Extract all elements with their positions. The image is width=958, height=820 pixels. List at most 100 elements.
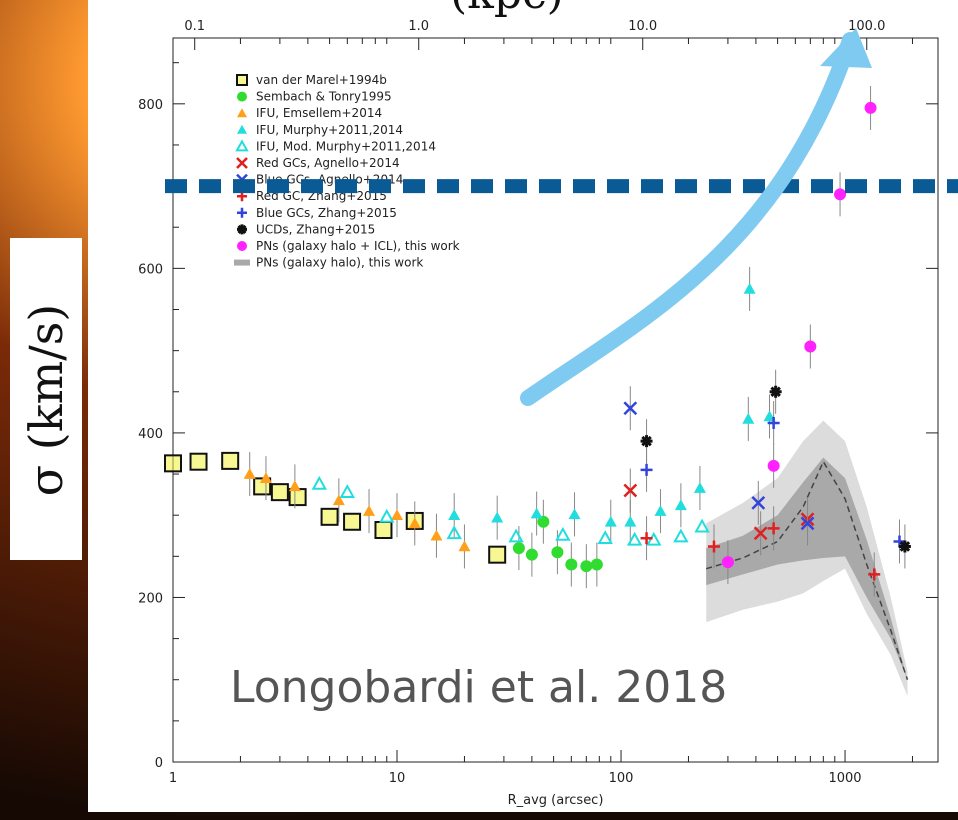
data-point: [288, 480, 301, 492]
data-point: [189, 452, 208, 471]
data-point: [568, 508, 581, 520]
legend-label: PNs (galaxy halo), this work: [256, 256, 423, 270]
x-tick-label: 1000: [828, 771, 861, 786]
data-point: [530, 507, 543, 519]
data-point: [751, 495, 766, 510]
data-point: [898, 540, 911, 553]
data-point: [430, 529, 443, 541]
data-point: [654, 505, 667, 516]
data-point: [753, 526, 768, 541]
arrow-shaft: [520, 32, 858, 406]
data-point: [767, 417, 780, 430]
y-tick-label: 0: [155, 756, 163, 771]
data-point: [640, 463, 653, 476]
data-point: [525, 548, 538, 561]
data-point: [363, 505, 376, 516]
top-tick-label: 0.1: [184, 19, 205, 34]
data-point: [288, 488, 307, 507]
data-point: [446, 525, 462, 540]
legend-label: Blue GCs, Zhang+2015: [256, 206, 397, 220]
overlay-layer: [165, 28, 958, 406]
data-point: [743, 282, 756, 294]
data-point: [458, 540, 471, 552]
data-point: [320, 507, 339, 526]
data-point: [640, 435, 653, 448]
arrow-head: [820, 28, 872, 68]
legend-marker: [237, 207, 247, 218]
data-point: [674, 499, 687, 511]
data-point: [555, 526, 571, 541]
data-point: [537, 515, 550, 528]
data-point: [694, 518, 710, 533]
data-point: [259, 472, 272, 483]
data-point: [864, 101, 877, 114]
x-axis-title: R_avg (arcsec): [508, 793, 604, 808]
x-tick-label: 1: [169, 771, 177, 786]
legend-marker: [237, 108, 247, 118]
legend-marker: [237, 124, 247, 134]
halo-band-median: [705, 460, 909, 680]
data-point: [640, 532, 653, 545]
legend-marker: [237, 241, 247, 251]
series-layer: [164, 85, 911, 597]
data-point: [512, 542, 525, 555]
data-point: [742, 412, 755, 424]
data-point: [590, 558, 603, 571]
top-tick-label: 100.0: [848, 19, 885, 34]
data-point: [551, 546, 564, 559]
halo-band-inner: [706, 457, 908, 680]
data-point: [767, 459, 780, 472]
y-axis-title-box: [10, 238, 82, 560]
y-tick-label: 800: [138, 98, 163, 113]
data-point: [707, 540, 720, 553]
data-point: [623, 483, 638, 498]
data-point: [604, 515, 617, 527]
legend-label: IFU, Emsellem+2014: [256, 106, 382, 120]
legend-marker: [235, 139, 249, 152]
data-point: [339, 484, 356, 498]
legend-label: IFU, Mod. Murphy+2011,2014: [256, 139, 436, 153]
legend-marker: [234, 259, 250, 266]
data-point: [391, 509, 404, 520]
legend-label: Blue GCs, Agnello+2014: [256, 173, 403, 187]
data-point: [693, 482, 706, 493]
legend-label: IFU, Murphy+2011,2014: [256, 123, 403, 137]
data-point: [626, 531, 643, 546]
axes-layer: 1 10 100 1000 R_avg (arcsec) 0.1 1.0 10.0 100.0 0…: [138, 19, 939, 808]
data-point: [580, 560, 593, 573]
data-point: [343, 512, 362, 531]
legend-label: Red GCs, Agnello+2014: [256, 156, 400, 170]
data-point: [597, 530, 613, 545]
data-point: [311, 475, 328, 490]
data-point: [624, 515, 637, 527]
legend: van der Marel+1994b Sembach & Tonry1995 IF…: [234, 73, 460, 270]
y-tick-label: 400: [138, 427, 163, 442]
top-axis-title: (kpc): [450, 0, 564, 19]
data-point: [508, 528, 524, 543]
data-point: [868, 568, 881, 581]
legend-label: Sembach & Tonry1995: [256, 90, 392, 104]
data-point: [491, 511, 504, 523]
x-tick-label: 100: [609, 771, 634, 786]
data-point: [769, 385, 782, 398]
data-point: [332, 494, 345, 506]
x-tick-label: 10: [389, 771, 406, 786]
top-tick-label: 1.0: [408, 19, 429, 34]
legend-marker: [236, 157, 248, 169]
legend-marker: [237, 224, 247, 235]
data-point: [565, 558, 578, 571]
data-point: [804, 340, 817, 353]
data-point: [408, 517, 421, 529]
data-point: [448, 509, 461, 520]
y-tick-label: 600: [138, 262, 163, 277]
data-point: [379, 508, 395, 523]
data-point: [834, 188, 847, 201]
data-point: [270, 483, 289, 502]
plot-frame: [172, 37, 939, 763]
credit-label: Longobardi et al. 2018: [230, 662, 728, 713]
data-point: [374, 520, 393, 539]
data-point: [488, 545, 507, 564]
data-point: [243, 468, 256, 479]
